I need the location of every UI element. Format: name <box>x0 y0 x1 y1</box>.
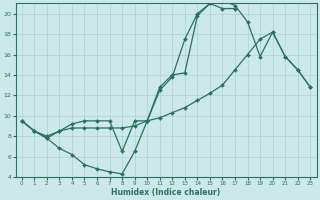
X-axis label: Humidex (Indice chaleur): Humidex (Indice chaleur) <box>111 188 221 197</box>
